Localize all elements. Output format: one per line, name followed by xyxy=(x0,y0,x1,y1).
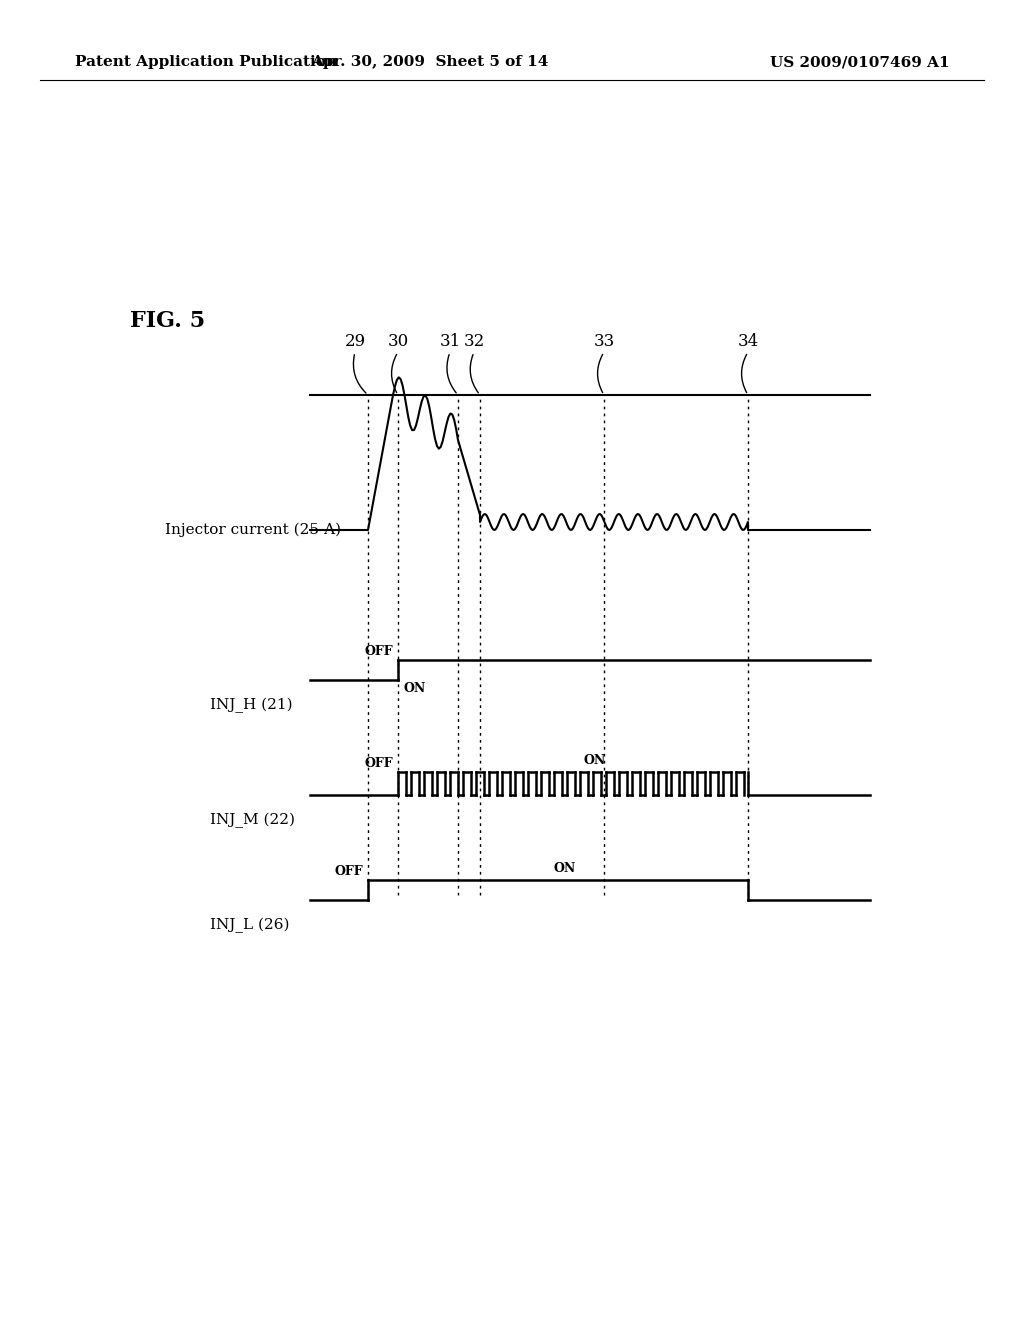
Text: Apr. 30, 2009  Sheet 5 of 14: Apr. 30, 2009 Sheet 5 of 14 xyxy=(311,55,549,69)
Text: ON: ON xyxy=(403,682,425,696)
Text: OFF: OFF xyxy=(365,645,393,657)
Text: INJ_M (22): INJ_M (22) xyxy=(210,813,295,828)
Text: FIG. 5: FIG. 5 xyxy=(130,310,205,333)
Text: Patent Application Publication: Patent Application Publication xyxy=(75,55,337,69)
Text: 33: 33 xyxy=(593,333,614,350)
Text: OFF: OFF xyxy=(335,865,362,878)
Text: Injector current (25-A): Injector current (25-A) xyxy=(165,523,341,537)
Text: ON: ON xyxy=(554,862,577,875)
Text: 32: 32 xyxy=(464,333,484,350)
Text: ON: ON xyxy=(584,754,606,767)
Text: INJ_H (21): INJ_H (21) xyxy=(210,698,293,713)
Text: OFF: OFF xyxy=(365,756,393,770)
Text: 34: 34 xyxy=(737,333,759,350)
Text: 31: 31 xyxy=(439,333,461,350)
Text: US 2009/0107469 A1: US 2009/0107469 A1 xyxy=(770,55,950,69)
Text: 30: 30 xyxy=(387,333,409,350)
Text: INJ_L (26): INJ_L (26) xyxy=(210,917,290,933)
Text: 29: 29 xyxy=(344,333,366,350)
